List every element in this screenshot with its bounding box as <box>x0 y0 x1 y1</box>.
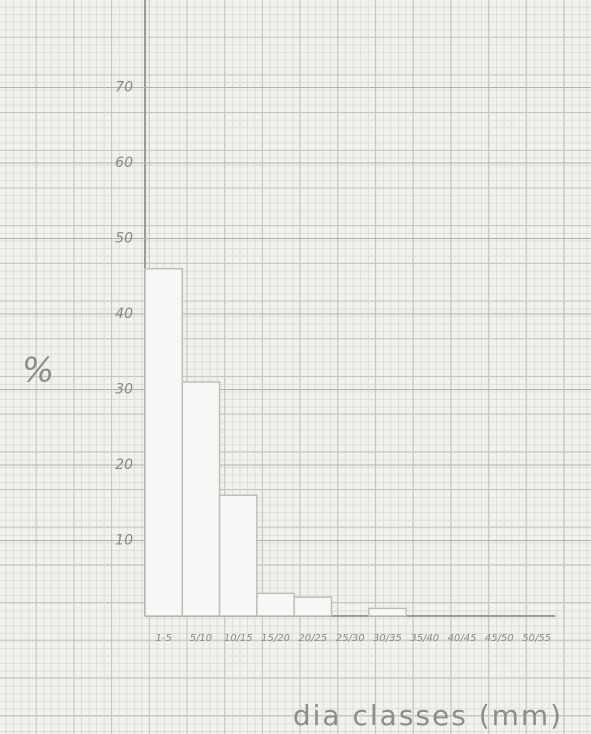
x-tick-label: 5/10 <box>190 633 212 644</box>
x-tick-label: 15/20 <box>261 633 290 644</box>
y-tick-label: 60 <box>115 155 133 171</box>
y-tick-label: 30 <box>115 382 133 398</box>
bar <box>144 267 184 617</box>
bar <box>368 607 407 617</box>
y-tick-label: 10 <box>115 533 133 549</box>
y-axis-label: % <box>22 351 54 391</box>
x-tick-label: 30/35 <box>373 633 402 644</box>
x-tick-label: 40/45 <box>448 633 477 644</box>
x-tick-label: 45/50 <box>485 633 514 644</box>
bar <box>218 494 258 617</box>
y-tick-label: 50 <box>115 231 133 247</box>
x-tick-label: 10/15 <box>224 633 253 644</box>
x-tick-label: 35/40 <box>410 633 439 644</box>
bar <box>293 596 333 617</box>
y-tick-label: 20 <box>115 457 133 473</box>
bar <box>256 592 295 617</box>
x-tick-label: 25/30 <box>336 633 365 644</box>
bar <box>181 381 221 617</box>
x-tick-label: 50/55 <box>522 633 551 644</box>
y-tick-label: 40 <box>115 306 133 322</box>
x-tick-label: 1-5 <box>155 633 171 644</box>
x-tick-label: 20/25 <box>298 633 327 644</box>
y-tick-label: 70 <box>115 80 133 96</box>
x-axis-label: dia classes (mm) <box>293 699 563 732</box>
